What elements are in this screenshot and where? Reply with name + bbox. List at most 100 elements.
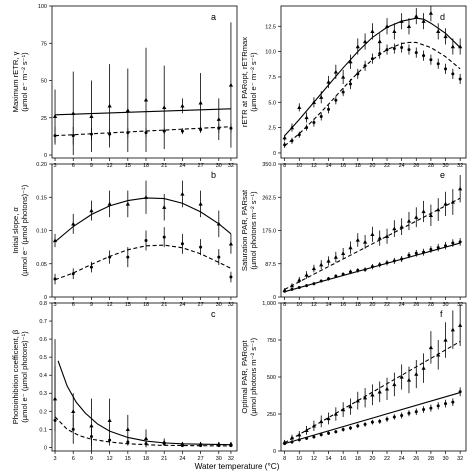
x-tick-label: 21 bbox=[161, 302, 167, 308]
x-tick-label: 14 bbox=[325, 302, 331, 308]
x-tick-label: 20 bbox=[369, 302, 375, 308]
x-tick-label: 8 bbox=[283, 456, 286, 462]
data-point bbox=[450, 44, 455, 49]
data-point bbox=[443, 201, 448, 206]
data-point bbox=[370, 29, 375, 34]
x-tick-label: 12 bbox=[311, 302, 317, 308]
panel-frame bbox=[51, 302, 238, 452]
data-point bbox=[385, 417, 389, 421]
data-point bbox=[363, 64, 367, 68]
data-point bbox=[198, 100, 203, 105]
x-tick-label: 10 bbox=[296, 456, 302, 462]
data-point bbox=[436, 29, 441, 34]
series-2 bbox=[283, 41, 462, 148]
data-point bbox=[355, 237, 360, 242]
x-tick-label: 8 bbox=[283, 302, 286, 308]
x-tick-label: 6 bbox=[72, 456, 75, 462]
data-point bbox=[443, 337, 448, 342]
data-point bbox=[450, 199, 455, 204]
data-point bbox=[89, 265, 93, 269]
x-tick-label: 9 bbox=[90, 163, 93, 169]
data-point bbox=[355, 398, 360, 403]
y-tick-label: 1,000 bbox=[262, 301, 276, 307]
data-point bbox=[363, 422, 367, 426]
y-axis-label: Maximum rETR, γ(µmol e⁻ m⁻² s⁻¹) bbox=[11, 51, 29, 112]
data-point bbox=[289, 125, 295, 130]
data-point bbox=[199, 444, 203, 448]
data-point bbox=[406, 24, 412, 28]
data-point bbox=[444, 244, 448, 248]
panel-frame bbox=[51, 163, 238, 298]
data-point bbox=[362, 39, 368, 44]
x-tick-label: 24 bbox=[179, 302, 185, 308]
data-point bbox=[297, 438, 301, 442]
y-tick-label: 0.20 bbox=[36, 162, 47, 168]
data-point bbox=[319, 114, 323, 118]
data-point bbox=[108, 438, 112, 442]
data-point bbox=[436, 62, 440, 66]
fit-line bbox=[55, 126, 231, 137]
data-point bbox=[422, 54, 426, 58]
data-point bbox=[414, 51, 418, 55]
data-point bbox=[414, 14, 419, 18]
x-tick-label: 30 bbox=[216, 302, 222, 308]
y-tick-label: 7.5 bbox=[268, 75, 276, 81]
data-point bbox=[341, 251, 346, 255]
data-point bbox=[429, 406, 433, 410]
panel-a: 3 6 9 12 15 18 21 24 27 30 32 0 25 50 75 100 Maximum rET… bbox=[11, 4, 238, 169]
data-point bbox=[52, 238, 58, 243]
data-point bbox=[89, 435, 93, 439]
panel-e: 8 10 12 14 16 18 20 22 24 26 28 30 32 0 87.5 175.0 262.5… bbox=[240, 162, 467, 308]
data-point bbox=[422, 250, 426, 254]
series-2 bbox=[283, 238, 462, 293]
data-point bbox=[436, 404, 440, 408]
x-tick-label: 26 bbox=[413, 163, 419, 169]
x-tick-label: 9 bbox=[90, 456, 93, 462]
x-tick-label: 12 bbox=[107, 163, 113, 169]
fit-line bbox=[284, 392, 461, 445]
y-tick-label: 0 bbox=[44, 295, 47, 301]
y-tick-label: 0.4 bbox=[39, 373, 47, 379]
panel-frame bbox=[51, 5, 238, 159]
data-point bbox=[143, 195, 149, 199]
data-point bbox=[327, 107, 331, 111]
x-tick-label: 28 bbox=[428, 163, 434, 169]
data-point bbox=[451, 241, 455, 245]
data-point bbox=[406, 377, 412, 382]
data-point bbox=[334, 430, 338, 434]
x-tick-label: 30 bbox=[216, 456, 222, 462]
x-tick-label: 22 bbox=[384, 302, 390, 308]
y-tick-label: 0.6 bbox=[39, 337, 47, 343]
data-point bbox=[400, 46, 404, 50]
x-tick-label: 16 bbox=[340, 163, 346, 169]
panel-frame bbox=[280, 5, 467, 159]
x-tick-label: 24 bbox=[399, 302, 405, 308]
data-point bbox=[355, 44, 360, 49]
data-point bbox=[341, 74, 346, 79]
data-point bbox=[378, 52, 382, 56]
data-point bbox=[297, 133, 301, 137]
x-tick-label: 10 bbox=[296, 302, 302, 308]
panel-f: 8 10 12 14 16 18 20 22 24 26 28 30 32 0 250 500 750 1,000… bbox=[240, 301, 467, 462]
data-point bbox=[377, 39, 382, 44]
data-point bbox=[399, 224, 404, 229]
data-point bbox=[392, 259, 396, 263]
data-point bbox=[326, 416, 331, 421]
series-1 bbox=[282, 175, 463, 293]
data-point bbox=[348, 426, 352, 430]
data-point bbox=[53, 418, 57, 422]
data-point bbox=[311, 100, 317, 104]
y-axis-label: Initial slope, α(µmol e⁻ (µmol photons)⁻… bbox=[11, 184, 29, 276]
data-point bbox=[370, 265, 374, 269]
x-tick-label: 12 bbox=[107, 456, 113, 462]
data-point bbox=[450, 327, 455, 332]
data-point bbox=[297, 277, 302, 282]
data-point bbox=[356, 268, 360, 272]
y-tick-label: 0.2 bbox=[39, 409, 47, 415]
y-tick-label: 0 bbox=[44, 153, 47, 159]
data-point bbox=[71, 409, 76, 413]
x-tick-label: 21 bbox=[161, 456, 167, 462]
data-point bbox=[421, 19, 426, 23]
data-point bbox=[290, 139, 294, 143]
